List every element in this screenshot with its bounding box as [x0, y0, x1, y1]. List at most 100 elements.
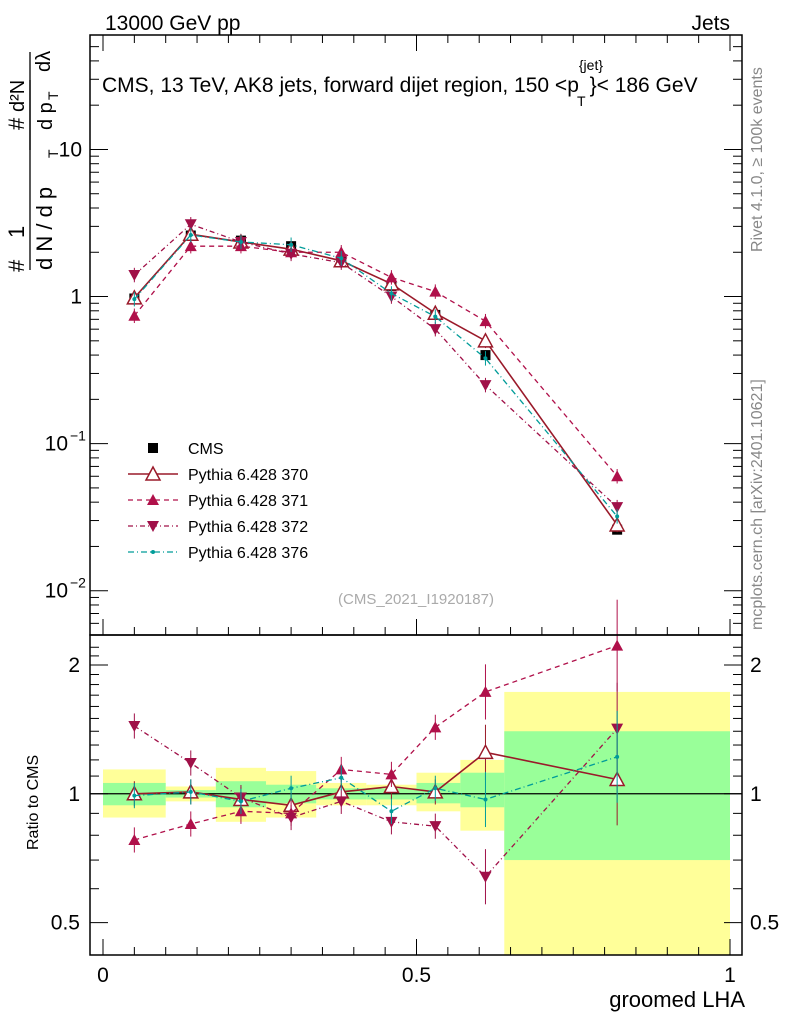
series-line [133, 223, 618, 508]
legend-entry-4: Pythia 6.428 376 [128, 545, 308, 562]
ratio-point [611, 639, 624, 651]
ratio-point [429, 821, 442, 833]
ratio-y-tick-label: 2 [68, 654, 80, 677]
series-point [479, 380, 492, 392]
legend-entry-1: Pythia 6.428 370 [128, 465, 308, 484]
series-point [184, 240, 197, 252]
green-band-7 [460, 772, 505, 808]
series-1 [126, 225, 626, 533]
series-4 [132, 227, 620, 524]
ratio-point [128, 833, 141, 845]
legend-entry-3: Pythia 6.428 372 [128, 519, 308, 536]
ratio-point [184, 817, 197, 829]
svg-text:T: T [45, 91, 61, 100]
series-point [429, 324, 442, 336]
x-axis-label: groomed LHA [609, 987, 745, 1012]
ratio-y-axis-label: Ratio to CMS [25, 755, 42, 850]
series-point [385, 271, 398, 283]
x-tick-label: 0 [97, 964, 109, 987]
y-tick-label: 1 [70, 286, 82, 309]
svg-text:1: 1 [4, 226, 29, 238]
site-label: mcplots.cern.ch [arXiv:2401.10621] [749, 379, 766, 630]
svg-text:T: T [45, 149, 61, 158]
ratio-point [389, 809, 394, 814]
ratio-series-line [133, 725, 618, 878]
ratio-point [479, 871, 492, 883]
series-point [128, 270, 141, 282]
series-point [132, 297, 137, 302]
y-tick-label: 10 [59, 138, 82, 161]
ratio-point [289, 786, 294, 791]
header-left: 13000 GeV pp [105, 12, 240, 35]
x-tick-label: 0.5 [402, 964, 431, 987]
legend-entry-0: CMS [148, 441, 224, 458]
series-point [188, 233, 193, 238]
series-point [608, 516, 626, 532]
series-point [477, 332, 494, 348]
series-point [615, 514, 620, 519]
ratio-point [184, 758, 197, 770]
series-line [133, 245, 618, 477]
main-y-axis-label: # 1 d N / d p T # d²N d p T dλ [4, 51, 61, 272]
ratio-point [433, 786, 438, 791]
series-point [289, 242, 294, 247]
ratio-point [238, 799, 243, 804]
plot-title: CMS, 13 TeV, AK8 jets, forward dijet reg… [102, 57, 698, 109]
svg-text:#: # [4, 117, 29, 130]
ratio-series-3 [132, 710, 620, 828]
ratio-point [477, 743, 494, 760]
data-series [126, 217, 626, 905]
legend-label: Pythia 6.428 370 [188, 467, 308, 484]
ratio-point [483, 797, 488, 802]
series-point [479, 315, 492, 327]
series-point [429, 285, 442, 297]
series-point [285, 248, 298, 260]
ratio-y-tick-label-right: 0.5 [750, 912, 779, 935]
x-tick-label: 1 [724, 964, 736, 987]
ratio-point [335, 796, 348, 808]
y-tick-exponent: −2 [70, 575, 86, 591]
series-point [339, 256, 344, 261]
svg-text:d N / d p: d N / d p [32, 187, 57, 270]
legend-entry-2: Pythia 6.428 371 [128, 493, 308, 510]
legend-marker [147, 521, 159, 532]
ratio-point [479, 685, 492, 697]
series-point [611, 470, 624, 482]
legend-label: Pythia 6.428 372 [188, 519, 308, 536]
header-right: Jets [691, 12, 730, 35]
ratio-point [339, 775, 344, 780]
ratio-point [132, 793, 137, 798]
ratio-point [385, 768, 398, 780]
series-point [128, 309, 141, 321]
legend-label: CMS [188, 441, 224, 458]
legend: CMS Pythia 6.428 370 Pythia 6.428 371 Pythi… [128, 441, 308, 562]
legend-label: Pythia 6.428 376 [188, 545, 308, 562]
svg-text:dλ: dλ [33, 51, 55, 72]
series-point [389, 291, 394, 296]
ratio-y-tick-label-right: 2 [750, 654, 762, 677]
ratio-point [188, 789, 193, 794]
series-point [184, 219, 197, 231]
series-point [483, 356, 488, 361]
series-point [433, 314, 438, 319]
ratio-point [285, 812, 298, 824]
svg-text:d²N: d²N [7, 80, 29, 112]
legend-marker [144, 465, 162, 481]
series-point [611, 502, 624, 514]
svg-text:#: # [4, 259, 29, 272]
y-tick-label: 10 [45, 433, 68, 456]
legend-marker [147, 494, 159, 505]
legend-marker [148, 443, 158, 453]
ratio-point [615, 754, 620, 759]
legend-marker [151, 550, 155, 554]
legend-label: Pythia 6.428 371 [188, 493, 308, 510]
rivet-label: Rivet 4.1.0, ≥ 100k events [749, 67, 766, 252]
watermark: (CMS_2021_I1920187) [338, 591, 494, 608]
ratio-y-tick-label-right: 1 [750, 783, 762, 806]
ratio-y-tick-label: 1 [68, 783, 80, 806]
svg-text:d p: d p [35, 102, 57, 130]
ratio-point [429, 721, 442, 733]
ratio-point [128, 721, 141, 733]
